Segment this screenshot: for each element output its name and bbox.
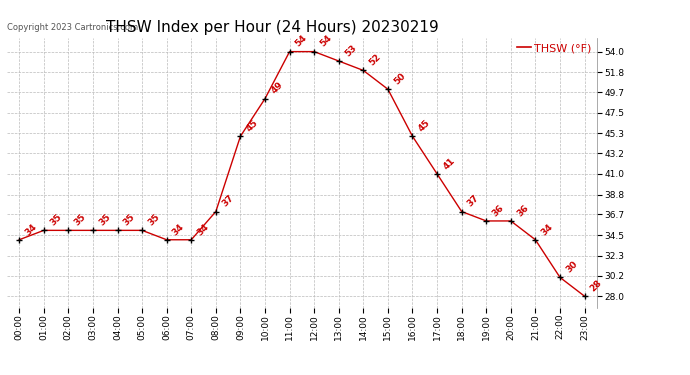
Text: 54: 54 [318,33,334,49]
Text: 49: 49 [269,81,284,96]
Text: 34: 34 [540,222,555,237]
Text: 34: 34 [171,222,186,237]
Text: 28: 28 [589,278,604,293]
Text: 34: 34 [195,222,210,237]
Text: 36: 36 [491,203,506,218]
Text: 35: 35 [48,212,63,228]
Text: 36: 36 [515,203,530,218]
Text: 41: 41 [441,156,457,171]
Text: Copyright 2023 Cartronics.com: Copyright 2023 Cartronics.com [7,23,138,32]
Legend: THSW (°F): THSW (°F) [518,43,591,53]
Text: 35: 35 [146,212,161,228]
Text: 37: 37 [220,194,235,209]
Text: 45: 45 [417,118,432,134]
Text: 37: 37 [466,194,481,209]
Text: 35: 35 [97,212,112,228]
Text: 34: 34 [23,222,39,237]
Text: 30: 30 [564,260,580,274]
Text: 35: 35 [72,212,88,228]
Title: THSW Index per Hour (24 Hours) 20230219: THSW Index per Hour (24 Hours) 20230219 [106,20,439,35]
Text: 35: 35 [121,212,137,228]
Text: 52: 52 [368,53,383,68]
Text: 50: 50 [392,71,407,87]
Text: 53: 53 [343,43,358,58]
Text: 45: 45 [244,118,260,134]
Text: 54: 54 [294,33,309,49]
